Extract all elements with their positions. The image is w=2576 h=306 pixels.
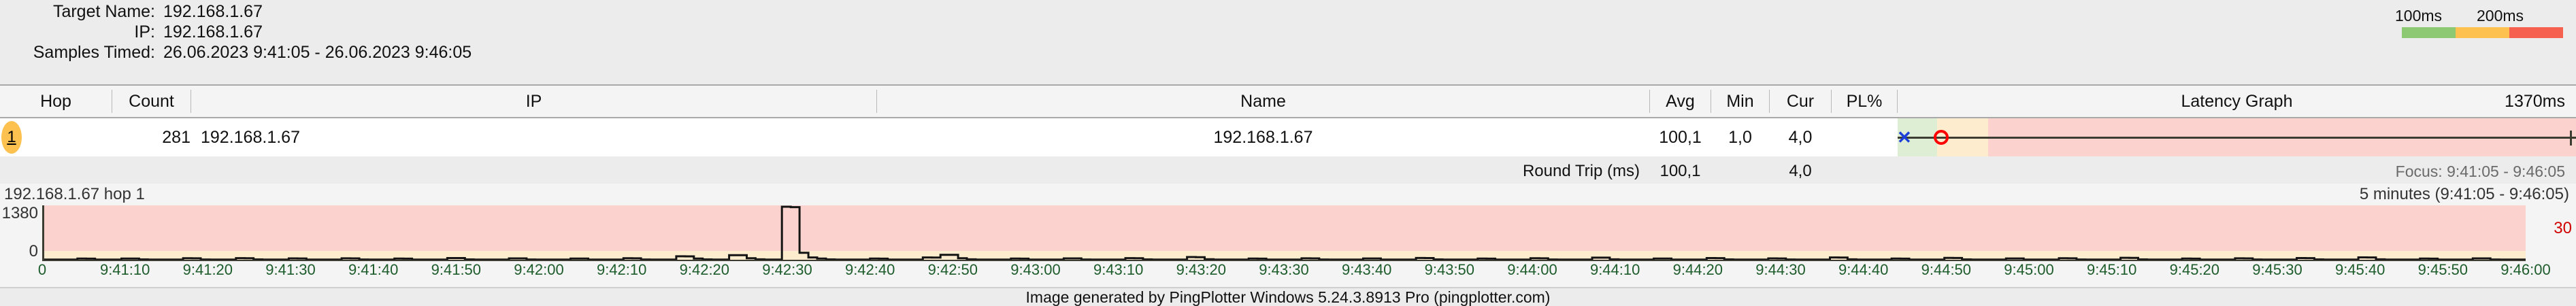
round-trip-row: Round Trip (ms) 100,1 4,0 Focus: 9:41:05… (0, 156, 2576, 188)
timeline-tick-label: 9:45:40 (2334, 261, 2385, 278)
timeline-graph[interactable]: 192.168.1.67 hop 1 5 minutes (9:41:05 - … (0, 184, 2576, 287)
legend-swatch-green (2402, 27, 2456, 38)
timeline-y-axis (42, 205, 44, 260)
timeline-tick-label: 9:45:30 (2252, 261, 2302, 278)
legend-swatch-amber (2456, 27, 2509, 38)
samples-timed-label: Samples Timed: (33, 43, 155, 62)
column-header-name[interactable]: Name (1240, 92, 1286, 111)
timeline-tick-label: 9:44:50 (1921, 261, 1972, 278)
samples-timed-value: 26.06.2023 9:41:05 - 26.06.2023 9:46:05 (163, 43, 472, 62)
timeline-tick-label: 9:41:50 (431, 261, 482, 278)
timeline-tick-label: 9:45:50 (2417, 261, 2468, 278)
timeline-tick-label: 9:43:00 (1010, 261, 1061, 278)
ip-label: IP: (134, 22, 155, 41)
legend-color-bar (2402, 27, 2563, 38)
timeline-tick-label: 9:45:10 (2086, 261, 2137, 278)
round-trip-avg: 100,1 (1659, 162, 1701, 180)
hop-number-badge[interactable]: 1 (1, 121, 22, 154)
hop-number: 1 (7, 128, 16, 146)
average-marker-icon (1934, 130, 1949, 145)
legend-label-200ms: 200ms (2477, 7, 2524, 24)
minimum-marker-icon: ✕ (1898, 127, 1912, 148)
cell-avg: 100,1 (1659, 128, 1702, 147)
timeline-tick-label: 9:43:30 (1259, 261, 1309, 278)
latency-legend: 100ms 200ms (2362, 7, 2566, 38)
maximum-marker-icon (2570, 131, 2572, 146)
timeline-tick-label: 9:42:10 (596, 261, 647, 278)
latency-trace (42, 205, 2526, 260)
timeline-tick-label: 9:42:30 (762, 261, 812, 278)
latency-scale-max-label: 1370ms (2505, 92, 2565, 111)
legend-labels: 100ms 200ms (2362, 7, 2566, 24)
timeline-plot-area[interactable] (42, 205, 2526, 260)
focus-range-label: Focus: 9:41:05 - 9:46:05 (2395, 163, 2565, 180)
cell-pl (1832, 118, 1897, 156)
column-header-count[interactable]: Count (129, 92, 174, 111)
header-row-samples: Samples Timed: 26.06.2023 9:41:05 - 26.06… (0, 42, 472, 63)
timeline-tick-label: 9:42:50 (927, 261, 978, 278)
latency-range-line (1898, 137, 2576, 139)
column-header-cur[interactable]: Cur (1786, 92, 1815, 111)
target-name-value: 192.168.1.67 (163, 2, 263, 21)
ip-value: 192.168.1.67 (163, 22, 263, 41)
header-row-target: Target Name: 192.168.1.67 (0, 1, 263, 22)
column-header-ip[interactable]: IP (525, 92, 542, 111)
cell-count: 281 (162, 128, 191, 147)
timeline-tick-label: 9:46:00 (2500, 261, 2551, 278)
timeline-y-max-label: 1380 (1, 204, 38, 222)
table-row[interactable]: 1 281 192.168.1.67 192.168.1.67 100,1 1,… (0, 118, 2576, 156)
timeline-tick-label: 9:41:30 (265, 261, 316, 278)
timeline-tick-label: 9:45:00 (2004, 261, 2054, 278)
timeline-tick-label: 9:42:20 (679, 261, 730, 278)
timeline-tick-label: 9:41:20 (182, 261, 233, 278)
timeline-title: 192.168.1.67 hop 1 (4, 185, 145, 203)
timeline-tick-label: 9:44:30 (1755, 261, 1806, 278)
timeline-tick-label: 9:43:20 (1176, 261, 1227, 278)
timeline-tick-label: 9:44:00 (1507, 261, 1557, 278)
header-row-ip: IP: 192.168.1.67 (0, 22, 263, 42)
timeline-tick-label: 9:43:40 (1341, 261, 1392, 278)
column-header-avg[interactable]: Avg (1666, 92, 1695, 111)
cell-min: 1,0 (1728, 128, 1752, 147)
timeline-tick-label: 9:41:40 (348, 261, 399, 278)
cell-name: 192.168.1.67 (1213, 128, 1313, 147)
round-trip-cur: 4,0 (1789, 162, 1812, 180)
timeline-band-amber (42, 251, 2526, 260)
timeline-x-axis (42, 260, 2526, 261)
legend-swatch-red (2509, 27, 2563, 38)
column-header-latency-graph[interactable]: Latency Graph (2181, 92, 2293, 111)
row-latency-graph[interactable]: ✕ (1898, 118, 2576, 156)
timeline-tick-label: 9:44:20 (1672, 261, 1723, 278)
hop-table-header: Hop Count IP Name Avg Min Cur PL% Latenc… (0, 84, 2576, 118)
timeline-tick-label: 9:45:20 (2169, 261, 2220, 278)
timeline-x-tick-labels: 0 9:41:10 9:41:20 9:41:30 9:41:40 9:41:50 9:42… (0, 261, 2576, 279)
timeline-tick-label: 9:41:10 (99, 261, 150, 278)
target-name-label: Target Name: (52, 2, 155, 21)
timeline-tick-label: 9:44:10 (1589, 261, 1640, 278)
timeline-range-label: 5 minutes (9:41:05 - 9:46:05) (2359, 185, 2569, 203)
hop-table: Hop Count IP Name Avg Min Cur PL% Latenc… (0, 84, 2576, 188)
column-header-hop[interactable]: Hop (40, 92, 71, 111)
cell-cur: 4,0 (1788, 128, 1813, 147)
column-header-min[interactable]: Min (1726, 92, 1754, 111)
timeline-tick-label: 9:43:50 (1424, 261, 1475, 278)
timeline-tick-label: 9:43:10 (1093, 261, 1144, 278)
timeline-tick-label: 0 (37, 261, 47, 278)
report-footer: Image generated by PingPlotter Windows 5… (0, 287, 2576, 306)
legend-label-100ms: 100ms (2395, 7, 2443, 24)
cell-ip: 192.168.1.67 (201, 128, 300, 147)
timeline-y-min-label: 0 (29, 242, 38, 260)
report-header: Target Name: 192.168.1.67 IP: 192.168.1.67… (0, 0, 2576, 84)
timeline-tick-label: 9:44:40 (1838, 261, 1889, 278)
round-trip-label: Round Trip (ms) (1522, 162, 1640, 180)
timeline-tick-label: 9:42:00 (514, 261, 564, 278)
footer-text: Image generated by PingPlotter Windows 5… (1025, 288, 1551, 306)
timeline-current-value-label: 30 (2554, 219, 2572, 237)
column-header-pl[interactable]: PL% (1846, 92, 1883, 111)
timeline-tick-label: 9:42:40 (844, 261, 895, 278)
